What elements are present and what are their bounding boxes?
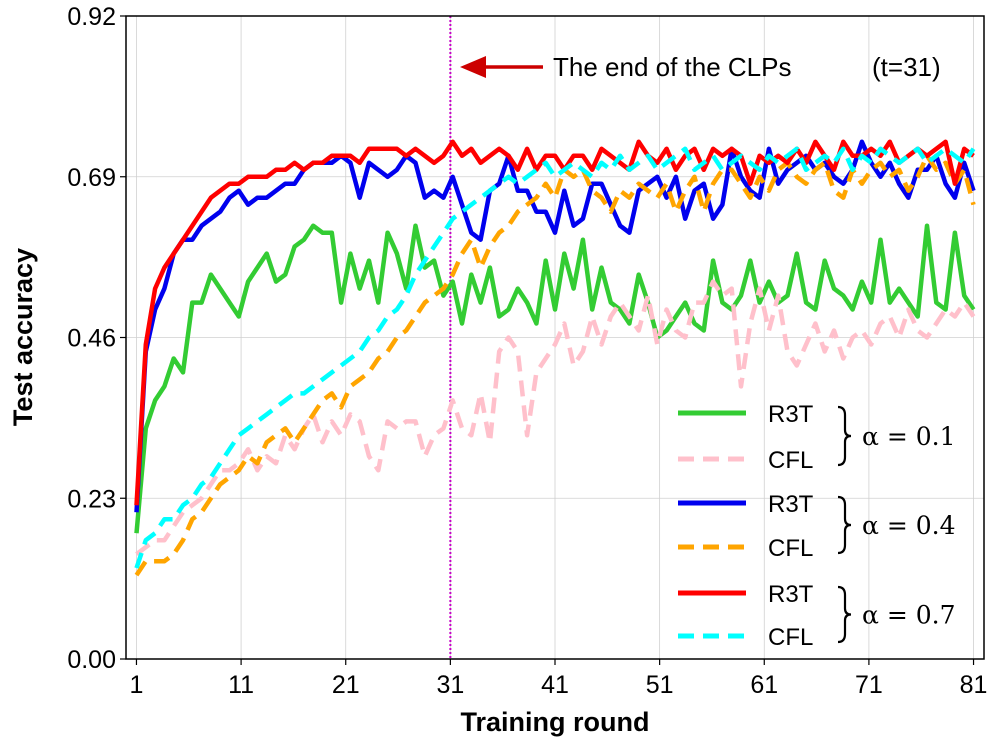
series-line-r3t-4	[134, 139, 975, 506]
legend-label: R3T	[768, 581, 814, 608]
annotation-arrow-head	[460, 56, 486, 78]
series-line-r3t-0	[134, 223, 976, 534]
legend-label: CFL	[768, 535, 813, 562]
x-tick-label: 81	[960, 671, 988, 699]
x-tick-label: 61	[750, 671, 778, 699]
y-tick-label: 0.00	[67, 646, 116, 674]
series-line-cfl-1	[135, 279, 976, 556]
series-line-r3t-2	[134, 139, 976, 513]
legend: R3T CFL R3T CFL R3T CFL α = 0.1 α = 0.4 α = 0.7	[678, 401, 955, 651]
y-tick-label: 0.46	[67, 325, 116, 353]
annotation-param: (t=31)	[872, 52, 941, 82]
annotation: The end of the CLPs (t=31)	[460, 52, 941, 82]
legend-label: CFL	[768, 447, 813, 474]
x-tick-label: 21	[332, 671, 360, 699]
x-tick-label: 41	[541, 671, 569, 699]
legend-alpha-label: α = 0.1	[862, 422, 955, 451]
y-tick-label: 0.69	[67, 164, 116, 192]
legend-label: CFL	[768, 624, 813, 651]
legend-label: R3T	[768, 401, 814, 428]
legend-brace	[837, 585, 852, 644]
legend-alpha-label: α = 0.7	[862, 601, 955, 630]
series-lines	[134, 139, 976, 577]
x-tick-label: 1	[130, 671, 144, 699]
x-axis-title: Training round	[461, 707, 650, 737]
legend-label: R3T	[768, 491, 814, 518]
x-tick-label: 11	[228, 671, 254, 699]
ticks: 1 11 21 31 41 51 61 71 810.000.230.460.690.92	[67, 3, 987, 699]
y-axis-title: Test accuracy	[8, 248, 38, 426]
y-tick-label: 0.92	[67, 3, 116, 31]
x-tick-label: 51	[646, 671, 674, 699]
x-tick-label: 71	[855, 671, 883, 699]
legend-alpha-label: α = 0.4	[862, 511, 955, 540]
annotation-text: The end of the CLPs	[553, 52, 791, 82]
legend-brace	[837, 495, 852, 555]
legend-brace	[837, 405, 852, 467]
x-tick-label: 31	[436, 671, 464, 699]
y-tick-label: 0.23	[67, 485, 116, 513]
